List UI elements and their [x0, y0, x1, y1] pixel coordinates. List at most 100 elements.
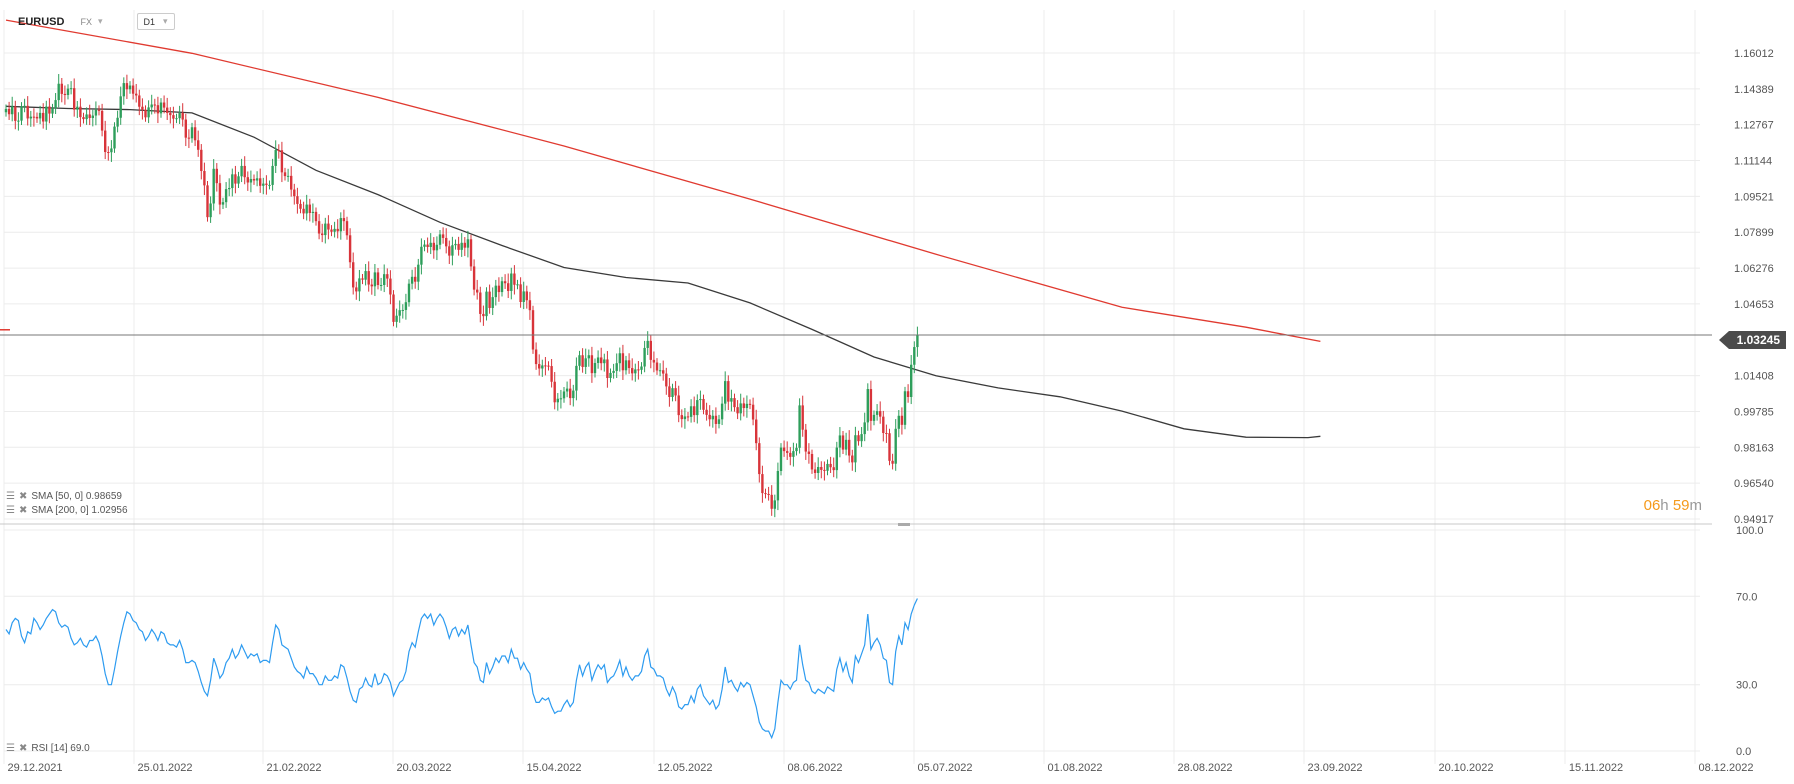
- candle[interactable]: [789, 447, 792, 466]
- candle[interactable]: [26, 96, 29, 126]
- candle[interactable]: [807, 443, 811, 464]
- candle[interactable]: [128, 81, 132, 94]
- candle[interactable]: [60, 78, 63, 103]
- candle[interactable]: [104, 120, 107, 160]
- candle[interactable]: [869, 380, 873, 431]
- candle[interactable]: [848, 430, 851, 463]
- menu-icon[interactable]: ☰: [6, 505, 15, 516]
- candle[interactable]: [286, 168, 290, 182]
- candle[interactable]: [891, 453, 894, 470]
- chevron-down-icon[interactable]: ▾: [97, 16, 103, 26]
- candle[interactable]: [94, 101, 98, 126]
- candle[interactable]: [445, 228, 448, 254]
- candle[interactable]: [838, 427, 842, 458]
- candle[interactable]: [671, 383, 674, 402]
- pane-resize-handle[interactable]: [898, 523, 910, 526]
- candle[interactable]: [578, 350, 581, 371]
- candle[interactable]: [367, 261, 370, 292]
- candle[interactable]: [314, 207, 318, 226]
- candle[interactable]: [97, 105, 101, 116]
- candle[interactable]: [277, 144, 280, 159]
- candle[interactable]: [699, 390, 702, 410]
- candle[interactable]: [100, 103, 104, 137]
- candle[interactable]: [643, 340, 646, 373]
- candle[interactable]: [823, 461, 826, 481]
- candle[interactable]: [401, 304, 404, 319]
- close-icon[interactable]: ✖: [18, 505, 28, 516]
- close-icon[interactable]: ✖: [18, 743, 28, 754]
- candle[interactable]: [147, 100, 150, 124]
- candle[interactable]: [680, 409, 683, 428]
- timeframe-select[interactable]: D1 ▾: [136, 13, 175, 30]
- candle[interactable]: [609, 368, 612, 383]
- candle[interactable]: [38, 105, 42, 125]
- candle[interactable]: [820, 461, 823, 479]
- candle[interactable]: [228, 178, 231, 197]
- candle[interactable]: [860, 427, 863, 447]
- candle[interactable]: [336, 219, 339, 239]
- candle[interactable]: [507, 273, 510, 299]
- candle[interactable]: [150, 94, 153, 115]
- candle[interactable]: [432, 237, 435, 259]
- candle[interactable]: [900, 407, 904, 435]
- candle[interactable]: [268, 180, 271, 190]
- candle[interactable]: [410, 269, 414, 290]
- candle[interactable]: [810, 449, 814, 474]
- candle[interactable]: [187, 129, 191, 149]
- candle[interactable]: [832, 457, 835, 478]
- candle[interactable]: [649, 335, 652, 369]
- candle[interactable]: [290, 166, 293, 197]
- candle[interactable]: [606, 351, 609, 388]
- candle[interactable]: [488, 284, 491, 314]
- candle[interactable]: [786, 441, 789, 460]
- candle[interactable]: [634, 363, 637, 382]
- candle[interactable]: [503, 274, 507, 289]
- candle[interactable]: [296, 187, 299, 214]
- candle[interactable]: [175, 113, 178, 124]
- candle[interactable]: [215, 163, 218, 192]
- candle[interactable]: [668, 377, 671, 407]
- candle[interactable]: [519, 277, 522, 308]
- candle[interactable]: [882, 410, 885, 442]
- candle[interactable]: [888, 428, 891, 466]
- candle[interactable]: [237, 171, 240, 189]
- candle[interactable]: [299, 199, 302, 214]
- candle[interactable]: [835, 441, 838, 479]
- candle[interactable]: [829, 456, 832, 473]
- candle[interactable]: [76, 100, 79, 118]
- candle[interactable]: [333, 221, 336, 238]
- candle[interactable]: [321, 223, 324, 243]
- candle[interactable]: [485, 287, 488, 321]
- candle[interactable]: [91, 109, 94, 127]
- candle[interactable]: [683, 408, 687, 429]
- candle[interactable]: [423, 240, 426, 252]
- candle[interactable]: [522, 281, 525, 310]
- candle[interactable]: [35, 112, 39, 123]
- candle[interactable]: [531, 305, 535, 354]
- candle[interactable]: [249, 170, 253, 193]
- candle[interactable]: [584, 348, 587, 375]
- candle[interactable]: [51, 103, 54, 118]
- candle[interactable]: [544, 357, 547, 376]
- candle[interactable]: [817, 457, 820, 481]
- candle[interactable]: [795, 443, 798, 456]
- candle[interactable]: [770, 485, 773, 516]
- symbol-label[interactable]: EURUSD: [18, 15, 65, 28]
- candle[interactable]: [482, 305, 485, 326]
- candle[interactable]: [426, 237, 429, 253]
- close-icon[interactable]: ✖: [18, 491, 28, 502]
- candle[interactable]: [857, 430, 860, 446]
- candle[interactable]: [131, 78, 135, 100]
- candle[interactable]: [854, 426, 857, 473]
- candle[interactable]: [370, 278, 373, 295]
- candle[interactable]: [593, 358, 597, 378]
- candle[interactable]: [547, 361, 550, 371]
- candle[interactable]: [553, 372, 556, 410]
- candle[interactable]: [342, 209, 346, 231]
- candle[interactable]: [727, 375, 730, 411]
- candle[interactable]: [54, 93, 57, 115]
- candle[interactable]: [414, 267, 417, 289]
- candle[interactable]: [420, 238, 423, 275]
- candle[interactable]: [4, 104, 8, 117]
- candle[interactable]: [903, 386, 907, 430]
